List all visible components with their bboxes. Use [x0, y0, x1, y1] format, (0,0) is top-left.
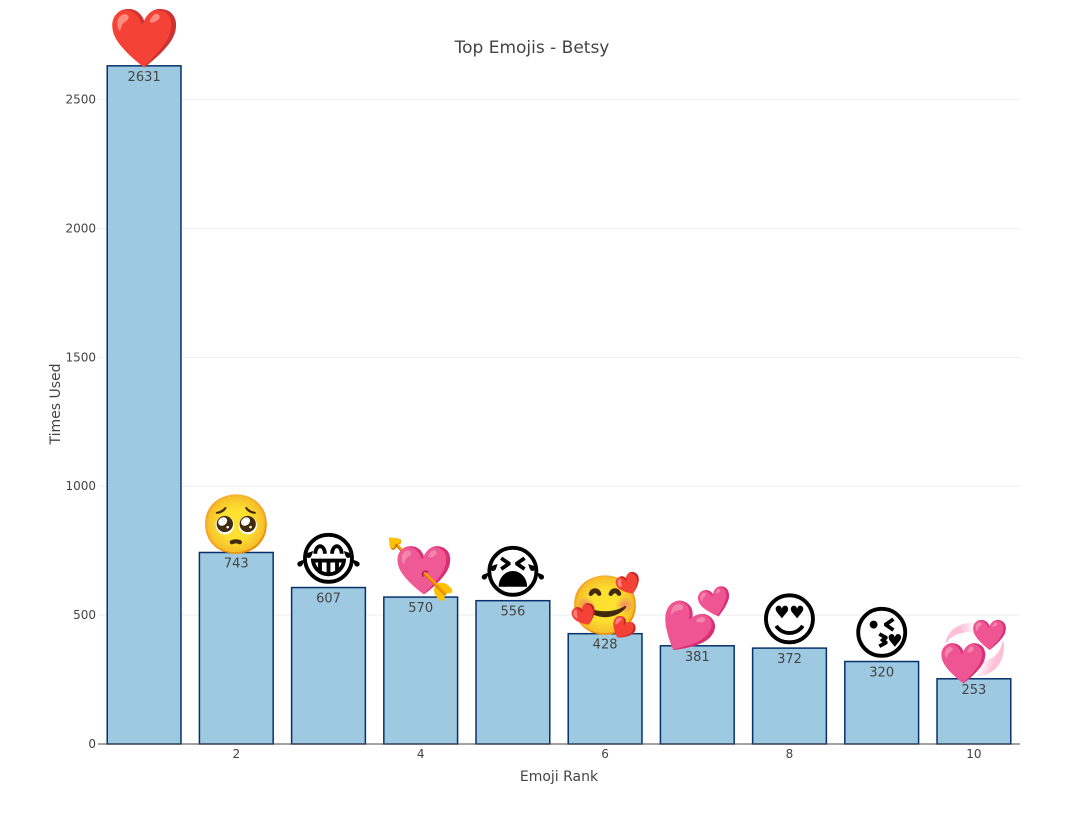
- bar-value-label: 372: [777, 652, 802, 667]
- bar: [475, 599, 551, 745]
- x-axis-ticks: 2 4 6 8 10: [232, 747, 981, 761]
- y-tick-label: 2000: [65, 221, 96, 235]
- bar-emoji: 😘: [851, 600, 911, 668]
- bar-value-label: 743: [224, 556, 249, 571]
- bar-value-labels: 2631 743 607 570 556 428 381 372 320 253: [128, 70, 987, 698]
- y-axis-ticks: 0 500 1000 1500 2000 2500: [65, 93, 96, 751]
- bar-emoji: 🥺: [200, 490, 272, 558]
- x-tick-label: 10: [966, 747, 981, 761]
- y-tick-label: 2500: [65, 93, 96, 107]
- chart-title: Top Emojis - Betsy: [454, 38, 610, 58]
- bar-emoji: ❤️: [108, 4, 181, 72]
- bar-value-label: 381: [685, 650, 710, 665]
- bar: [936, 678, 1012, 745]
- bar: [567, 632, 643, 745]
- bar: [383, 596, 459, 745]
- x-tick-label: 2: [232, 747, 240, 761]
- x-axis-title: Emoji Rank: [520, 769, 599, 785]
- bar: [751, 647, 828, 745]
- x-tick-label: 4: [417, 747, 425, 761]
- bar-emoji: 😭: [479, 539, 547, 607]
- y-tick-label: 0: [88, 737, 96, 751]
- bar: [659, 645, 735, 745]
- bar: [198, 551, 274, 745]
- bar-emoji: 💘: [385, 535, 457, 603]
- bar-emoji: 💕: [661, 584, 733, 652]
- bar-value-label: 570: [408, 601, 433, 616]
- bar: [106, 65, 182, 745]
- bar-emoji: 💞: [938, 617, 1010, 685]
- x-tick-label: 8: [786, 747, 794, 761]
- bar-emojis: ❤️ 🥺 😂 💘 😭 🥰 💕 😍 😘 💞: [108, 4, 1010, 685]
- x-tick-label: 6: [601, 747, 609, 761]
- bars: [106, 65, 1012, 745]
- y-tick-label: 500: [73, 608, 96, 622]
- bar-value-label: 556: [500, 605, 525, 620]
- bar-value-label: 2631: [128, 70, 161, 85]
- bar-emoji: 😂: [295, 526, 363, 594]
- y-axis-title: Times Used: [48, 363, 64, 445]
- bar: [844, 660, 920, 745]
- bar-value-label: 320: [869, 666, 894, 681]
- bar-value-label: 428: [593, 638, 618, 653]
- bar-emoji: 😍: [759, 586, 819, 654]
- y-tick-label: 1000: [65, 479, 96, 493]
- bar: [290, 586, 367, 745]
- bar-value-label: 607: [316, 592, 341, 607]
- bar-value-label: 253: [961, 683, 986, 698]
- gridlines: [98, 99, 1020, 616]
- bar-emoji: 🥰: [569, 571, 641, 640]
- y-tick-label: 1500: [65, 350, 96, 364]
